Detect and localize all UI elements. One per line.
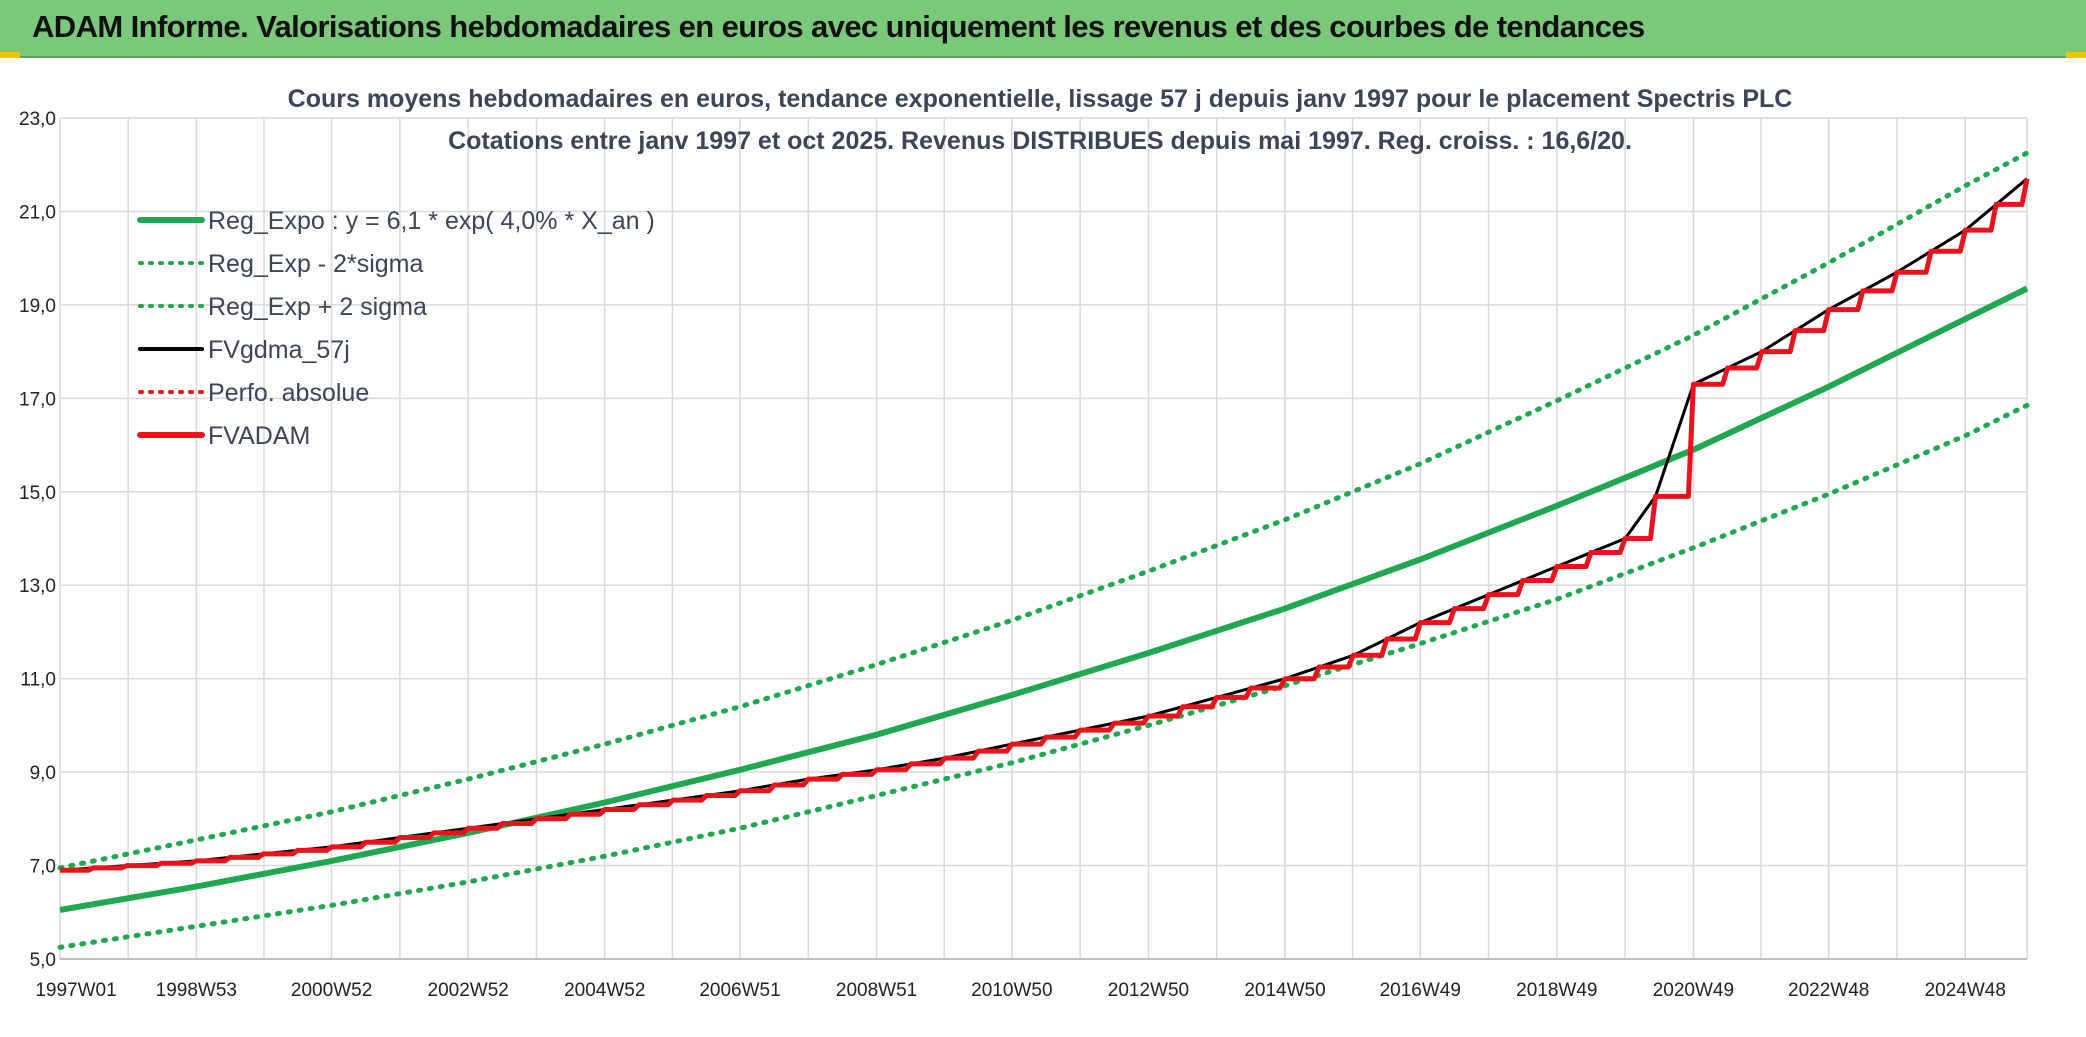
x-tick-label: 2012W50 — [1108, 980, 1189, 1001]
y-tick-label: 15,0 — [19, 483, 56, 504]
y-tick-label: 17,0 — [19, 389, 56, 410]
x-tick-label: 2002W52 — [428, 980, 509, 1001]
chart-title-line-1: Cours moyens hebdomadaires en euros, ten… — [288, 85, 1793, 113]
grid — [59, 117, 2028, 960]
x-tick-label: 2024W48 — [1925, 980, 2006, 1001]
x-tick-label: 1998W53 — [156, 980, 237, 1001]
y-tick-label: 21,0 — [19, 202, 56, 223]
y-tick-label: 19,0 — [19, 296, 56, 317]
y-tick-label: 11,0 — [20, 670, 56, 691]
y-tick-label: 7,0 — [30, 857, 56, 878]
x-tick-label: 2016W49 — [1380, 980, 1461, 1001]
x-tick-label: 2010W50 — [971, 980, 1052, 1001]
y-tick-label: 9,0 — [30, 763, 56, 784]
y-tick-label: 5,0 — [30, 950, 56, 971]
x-tick-label: 2008W51 — [836, 980, 917, 1001]
legend-label: Reg_Exp - 2*sigma — [208, 250, 423, 278]
chart-title-line-2: Cotations entre janv 1997 et oct 2025. R… — [448, 127, 1632, 155]
x-axis-ticks: 1997W01 1998W53 2000W52 2002W52 2004W52 2006W… — [35, 980, 2006, 1001]
legend: Reg_Expo : y = 6,1 * exp( 4,0% * X_an ) R… — [137, 207, 655, 450]
series-fvadam — [60, 178, 2030, 873]
x-tick-label: 2004W52 — [564, 980, 645, 1001]
report-title: ADAM Informe. Valorisations hebdomadaire… — [32, 9, 1645, 44]
x-tick-label: 2000W52 — [291, 980, 372, 1001]
header-corner-right — [2066, 52, 2086, 59]
y-tick-label: 13,0 — [19, 576, 56, 597]
header-corner-left — [0, 52, 20, 59]
y-tick-label: 23,0 — [19, 109, 56, 130]
x-tick-label: 2018W49 — [1516, 980, 1597, 1001]
chart-title: Cours moyens hebdomadaires en euros, ten… — [288, 85, 1793, 155]
legend-label: FVgdma_57j — [208, 336, 350, 364]
series-fvgdma-57j — [59, 177, 2028, 872]
legend-label: Reg_Exp + 2 sigma — [208, 293, 427, 321]
x-tick-label: 2020W49 — [1653, 980, 1734, 1001]
series-reg-exp-minus-2sigma — [57, 402, 2030, 950]
legend-label: Perfo. absolue — [208, 379, 369, 407]
x-tick-label: 2006W51 — [699, 980, 780, 1001]
series-reg-exp-plus-2sigma — [57, 150, 2030, 871]
series-reg-expo — [59, 285, 2029, 913]
chart-svg: Cours moyens hebdomadaires en euros, ten… — [19, 85, 2030, 1001]
x-tick-label: 2022W48 — [1788, 980, 1869, 1001]
report-header: ADAM Informe. Valorisations hebdomadaire… — [0, 0, 2086, 58]
x-tick-label: 2014W50 — [1244, 980, 1325, 1001]
series-layer — [57, 150, 2030, 950]
x-tick-label: 1997W01 — [35, 980, 116, 1001]
legend-label: FVADAM — [208, 422, 310, 450]
y-axis-ticks: 5,0 7,0 9,0 11,0 13,0 15,0 17,0 19,0 21,0 23,0 — [19, 109, 56, 971]
chart-area: Cours moyens hebdomadaires en euros, ten… — [0, 58, 2086, 1037]
legend-label: Reg_Expo : y = 6,1 * exp( 4,0% * X_an ) — [208, 207, 655, 235]
